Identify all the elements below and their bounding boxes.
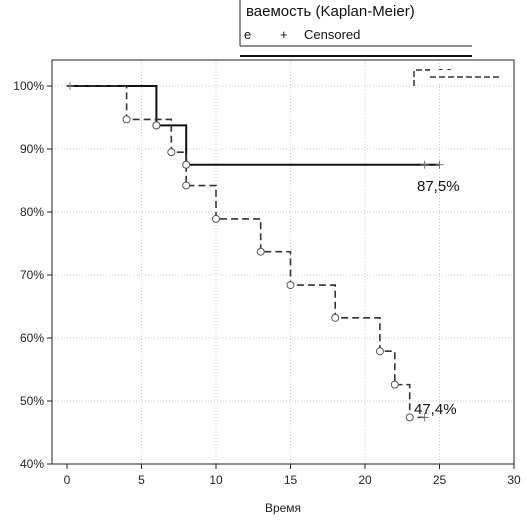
event-marker [331, 313, 340, 322]
event-marker [405, 413, 414, 422]
annotations: 87,5%47,4%0,00 [413, 66, 501, 418]
x-tick-label: 25 [433, 473, 447, 487]
dashed-survival-line [67, 85, 425, 419]
event-marker [212, 214, 220, 223]
survival-series [67, 85, 440, 419]
legend-entry-censored: Censored [304, 27, 360, 42]
y-tick-label: 80% [20, 205, 44, 219]
annotation-87-5: 87,5% [417, 178, 460, 195]
plot-frame [51, 59, 515, 465]
event-marker [390, 380, 399, 389]
event-marker [182, 160, 191, 169]
header-box: ваемость (Kaplan-Meier) е + Censored [239, 0, 472, 57]
x-tick-label: 0 [64, 473, 71, 487]
top-right-dashed-bracket [413, 69, 430, 86]
grid-lines [52, 60, 514, 464]
event-marker [152, 121, 161, 130]
y-tick-label: 90% [20, 142, 44, 156]
event-marker [286, 281, 295, 290]
y-tick-label: 100% [13, 79, 44, 93]
x-tick-label: 15 [284, 473, 298, 487]
axis-ticks: 0 5 10 15 20 25 30 40% 50% 60% 70% 80% 90% 100% [13, 79, 521, 487]
x-tick-label: 30 [507, 473, 521, 487]
event-marker [122, 115, 131, 124]
y-tick-label: 70% [20, 268, 44, 282]
event-markers [65, 82, 444, 422]
y-tick-label: 40% [20, 457, 44, 471]
y-tick-label: 60% [20, 331, 44, 345]
solid-survival-line [67, 85, 440, 166]
event-marker [256, 247, 265, 256]
header-background [240, 0, 472, 46]
event-marker [375, 347, 384, 356]
x-tick-label: 5 [138, 473, 145, 487]
event-marker [182, 181, 191, 190]
legend-entry-1: е [244, 27, 251, 42]
x-tick-label: 10 [209, 473, 223, 487]
x-tick-label: 20 [358, 473, 372, 487]
chart-title: ваемость (Kaplan-Meier) [246, 3, 415, 20]
annotation-47-4: 47,4% [414, 401, 457, 418]
y-tick-label: 50% [20, 394, 44, 408]
censored-legend-symbol: + [280, 27, 288, 42]
event-marker [167, 148, 176, 157]
x-axis-label: Время [265, 501, 301, 515]
